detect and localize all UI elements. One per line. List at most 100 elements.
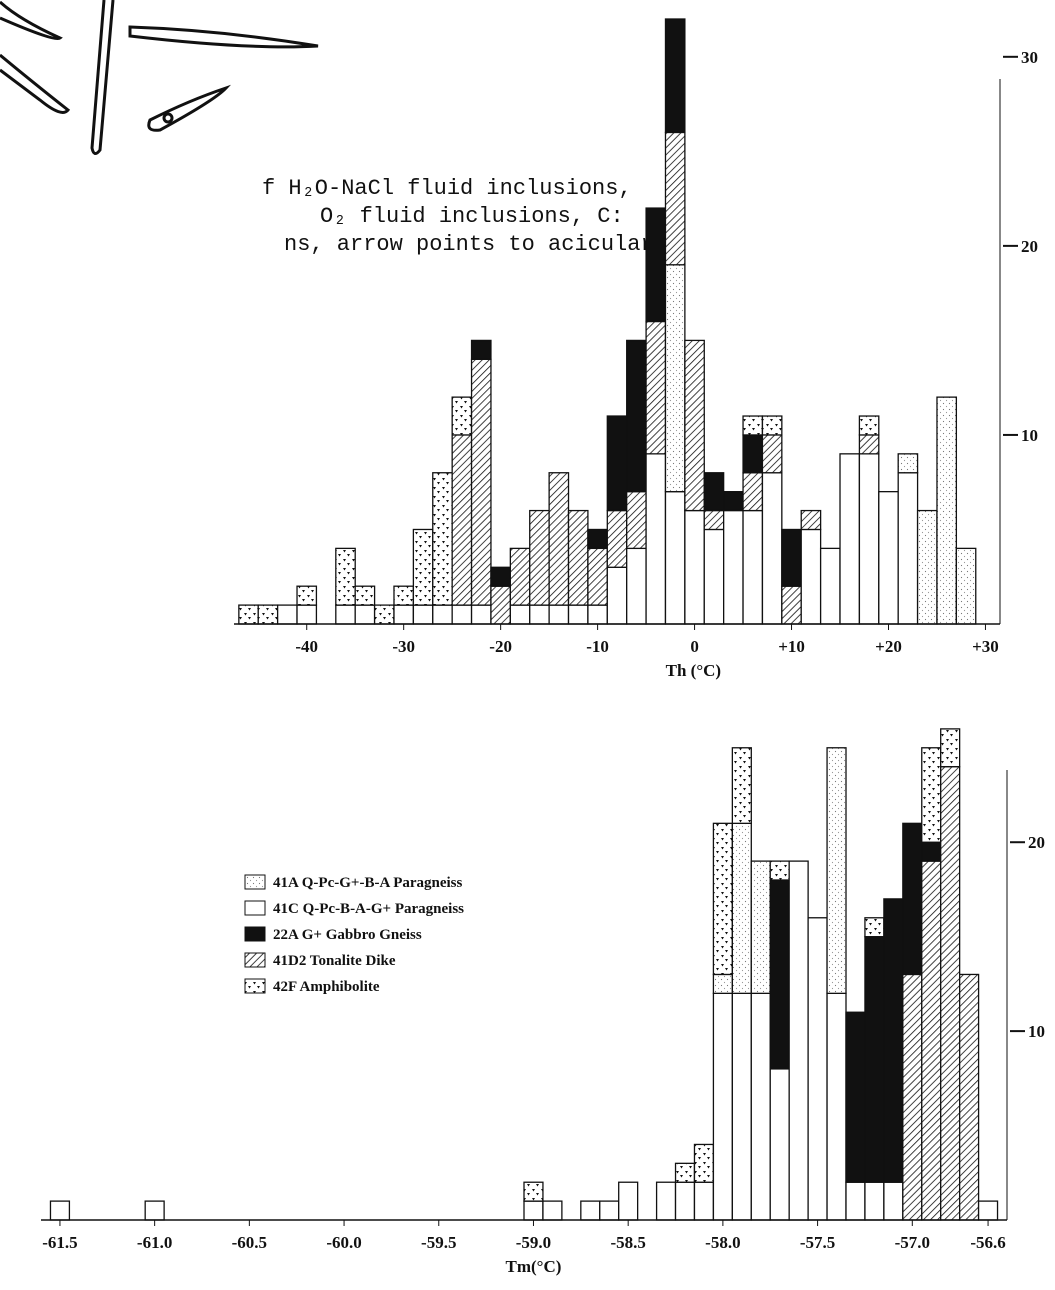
x-axis-title: Tm(°C): [506, 1257, 562, 1276]
bar-segment: [627, 548, 646, 624]
y-tick-label: 20: [1028, 833, 1045, 852]
bar-segment: [713, 974, 732, 993]
bar-segment: [704, 529, 723, 624]
bar-segment: [751, 861, 770, 993]
y-tick-label: 10: [1021, 426, 1038, 445]
bar-segment: [588, 605, 607, 624]
bar-segment: [452, 605, 471, 624]
bar-segment: [452, 435, 471, 605]
x-tick-label: -58.0: [705, 1233, 740, 1252]
bar-segment: [530, 511, 549, 606]
bar-segment: [413, 529, 432, 605]
caption-line: O₂ fluid inclusions, C:: [320, 204, 624, 229]
bar-segment: [355, 605, 374, 624]
bar-segment: [646, 454, 665, 624]
legend-swatch: [245, 953, 265, 967]
bar-segment: [743, 416, 762, 435]
bar-segment: [524, 1201, 543, 1220]
x-tick-label: 0: [690, 637, 699, 656]
bar-segment: [789, 861, 808, 1220]
bar-segment: [510, 605, 529, 624]
x-axis-title: Th (°C): [666, 661, 721, 680]
x-tick-label: +10: [778, 637, 805, 656]
caption-line: f H₂O-NaCl fluid inclusions,: [262, 176, 632, 201]
legend-label: 41A Q-Pc-G+-B-A Paragneiss: [273, 875, 463, 891]
x-tick-label: -61.0: [137, 1233, 172, 1252]
bar-segment: [549, 473, 568, 605]
x-tick-label: +20: [875, 637, 902, 656]
bar-segment: [694, 1182, 713, 1220]
caption-fragment: f H₂O-NaCl fluid inclusions, O₂ fluid in…: [262, 176, 654, 257]
x-tick-label: -57.5: [800, 1233, 835, 1252]
legend-label: 42F Amphibolite: [273, 979, 380, 995]
histogram-chart: -61.5-61.0-60.5-60.0-59.5-59.0-58.5-58.0…: [41, 729, 1045, 1276]
bar-segment: [956, 548, 975, 624]
bar-segment: [433, 605, 452, 624]
bar-segment: [619, 1182, 638, 1220]
bar-segment: [724, 492, 743, 511]
bar-segment: [665, 19, 684, 132]
bar-segment: [336, 548, 355, 605]
x-tick-label: -61.5: [42, 1233, 77, 1252]
bar-segment: [879, 492, 898, 624]
bar-segment: [884, 1182, 903, 1220]
bar-segment: [713, 993, 732, 1220]
bar-segment: [918, 511, 937, 624]
legend-label: 41C Q-Pc-B-A-G+ Paragneiss: [273, 901, 464, 917]
bar-segment: [278, 605, 297, 624]
x-tick-label: -20: [489, 637, 512, 656]
bar-segment: [808, 918, 827, 1220]
bar-segment: [491, 586, 510, 624]
bar-segment: [859, 454, 878, 624]
legend-swatch: [245, 901, 265, 915]
bar-segment: [588, 529, 607, 548]
x-tick-label: -30: [392, 637, 415, 656]
x-tick-label: -60.0: [326, 1233, 361, 1252]
bar-segment: [743, 473, 762, 511]
bar-segment: [751, 993, 770, 1220]
bar-segment: [724, 511, 743, 624]
bar-segment: [846, 1182, 865, 1220]
bar-segment: [859, 416, 878, 435]
bar-segment: [762, 416, 781, 435]
x-tick-label: -58.5: [610, 1233, 645, 1252]
bar-segment: [801, 511, 820, 530]
bar-segment: [922, 842, 941, 861]
bar-segment: [898, 473, 917, 624]
bar-segment: [694, 1144, 713, 1182]
y-tick-label: 30: [1021, 48, 1038, 67]
bar-segment: [336, 605, 355, 624]
bar-segment: [827, 993, 846, 1220]
bar-segment: [827, 748, 846, 994]
bar-segment: [704, 511, 723, 530]
bar-segment: [922, 861, 941, 1220]
bar-segment: [239, 605, 258, 624]
bar-segment: [472, 359, 491, 605]
bar-segment: [762, 435, 781, 473]
bar-segment: [665, 132, 684, 264]
bar-segment: [452, 397, 471, 435]
bar-segment: [569, 511, 588, 606]
legend-label: 41D2 Tonalite Dike: [273, 953, 396, 969]
bar-segment: [770, 1069, 789, 1220]
bar-segment: [607, 511, 626, 568]
bar-segment: [510, 548, 529, 605]
legend-swatch: [245, 927, 265, 941]
bar-segment: [960, 974, 979, 1220]
bar-segment: [355, 586, 374, 605]
y-tick-label: 10: [1028, 1022, 1045, 1041]
x-tick-label: -56.6: [970, 1233, 1005, 1252]
bar-segment: [782, 586, 801, 624]
bar-segment: [472, 340, 491, 359]
bar-segment: [801, 529, 820, 624]
bar-segment: [297, 605, 316, 624]
bar-segment: [524, 1182, 543, 1201]
x-tick-label: +30: [972, 637, 999, 656]
caption-line: ns, arrow points to acicular: [284, 232, 654, 257]
bar-segment: [394, 586, 413, 605]
bar-segment: [922, 748, 941, 842]
bar-segment: [732, 748, 751, 824]
bar-segment: [743, 435, 762, 473]
bar-segment: [530, 605, 549, 624]
bar-segment: [665, 492, 684, 624]
